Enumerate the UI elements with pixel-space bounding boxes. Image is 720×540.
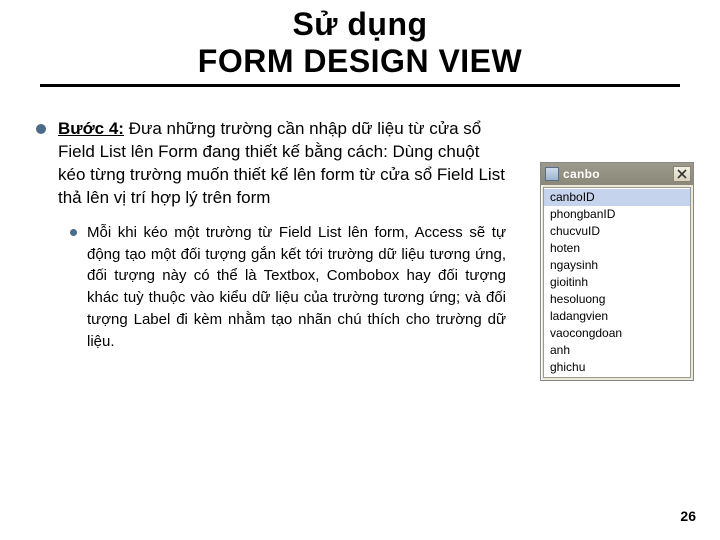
field-list-item[interactable]: vaocongdoan [544,325,690,342]
title-underline [40,84,680,87]
sub-bullet-row: Mỗi khi kéo một trường từ Field List lên… [70,222,506,353]
close-icon [677,169,687,179]
page-number: 26 [680,508,696,524]
table-icon [545,167,559,181]
body-content: Bước 4: Đưa những trường cần nhập dữ liệ… [36,118,506,352]
field-list-item[interactable]: hoten [544,240,690,257]
step-body: Đưa những trường cần nhập dữ liệu từ cửa… [58,119,505,207]
step-bullet-row: Bước 4: Đưa những trường cần nhập dữ liệ… [36,118,506,210]
field-list-titlebar[interactable]: canbo [541,163,693,185]
field-list-item[interactable]: anh [544,342,690,359]
step-label: Bước 4: [58,119,124,138]
bullet-disc-small-icon [70,229,77,236]
close-button[interactable] [673,166,691,182]
field-list-window[interactable]: canbo canboIDphongbanIDchucvuIDhotenngay… [540,162,694,381]
field-list-item[interactable]: canboID [544,189,690,206]
bullet-disc-icon [36,124,46,134]
sub-text: Mỗi khi kéo một trường từ Field List lên… [87,222,506,353]
field-list-item[interactable]: chucvuID [544,223,690,240]
title-line1: Sử dụng [0,6,720,43]
field-list[interactable]: canboIDphongbanIDchucvuIDhotenngaysinhgi… [543,187,691,378]
field-list-item[interactable]: gioitinh [544,274,690,291]
title-line2: FORM DESIGN VIEW [0,43,720,80]
field-list-item[interactable]: ghichu [544,359,690,376]
field-list-item[interactable]: hesoluong [544,291,690,308]
field-list-item[interactable]: ngaysinh [544,257,690,274]
field-list-title: canbo [563,167,673,181]
step-text: Bước 4: Đưa những trường cần nhập dữ liệ… [58,118,506,210]
field-list-item[interactable]: ladangvien [544,308,690,325]
field-list-item[interactable]: phongbanID [544,206,690,223]
